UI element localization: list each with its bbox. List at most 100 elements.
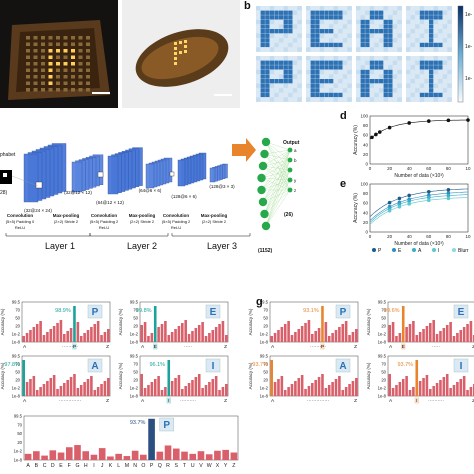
- y-tick: 1e-8: [260, 340, 269, 345]
- heatmap-pixel: [406, 19, 411, 25]
- heatmap-pixel: [424, 92, 429, 98]
- heatmap-pixel: [356, 79, 361, 84]
- heatmap-pixel: [324, 92, 329, 98]
- heatmap-pixel: [383, 10, 388, 15]
- heatmap-pixel: [329, 88, 334, 93]
- led-pixel: [41, 55, 45, 59]
- heatmap-pixel: [260, 88, 265, 93]
- heatmap-pixel: [360, 42, 365, 48]
- bar: [65, 447, 73, 460]
- heatmap-pixel: [369, 79, 375, 84]
- led-pixel: [86, 81, 90, 85]
- heatmap-pixel: [265, 19, 270, 25]
- heatmap-pixel: [360, 38, 365, 43]
- heatmap-pixel: [429, 24, 434, 29]
- heatmap-pixel: [342, 69, 348, 75]
- heatmap-pixel: [260, 24, 265, 29]
- heatmap-pixel: [347, 38, 352, 43]
- fc-connection: [264, 159, 291, 215]
- led-pixel: [86, 49, 90, 53]
- heatmap-pixel: [369, 56, 375, 61]
- y-tick: 70: [15, 308, 20, 313]
- heatmap-pixel: [283, 83, 288, 88]
- heatmap-pixel: [338, 56, 343, 61]
- heatmap-pixel: [297, 42, 302, 48]
- heatmap-pixel: [388, 83, 393, 88]
- bar: [341, 324, 345, 342]
- bar: [59, 386, 63, 396]
- heatmap-pixel: [379, 88, 384, 93]
- bar: [214, 450, 221, 460]
- bar: [280, 327, 284, 342]
- heatmap-pixel: [288, 10, 293, 15]
- heatmap-pixel: [347, 74, 352, 79]
- device-photo-topview: [0, 0, 118, 108]
- heatmap-pixel: [438, 38, 443, 43]
- heatmap-pixel: [265, 29, 270, 34]
- heatmap-pixel: [292, 79, 298, 84]
- fit-curve: [369, 119, 469, 140]
- heatmap-pixel: [356, 92, 361, 98]
- bar: [143, 322, 147, 342]
- op-params: (2×2) Stride 2: [130, 219, 155, 224]
- heatmap-pixel: [292, 92, 298, 98]
- x-tick-target: I: [168, 398, 169, 404]
- panel-label-g: g: [256, 296, 263, 308]
- led-pixel: [33, 81, 38, 85]
- heatmap-pixel: [392, 33, 398, 38]
- heatmap-pixel: [324, 6, 329, 11]
- plot-frame: [369, 115, 469, 165]
- op-params: (2×2) Stride 2: [54, 219, 79, 224]
- heatmap-pixel: [274, 10, 279, 15]
- heatmap-pixel: [269, 6, 275, 11]
- fc-connection: [265, 189, 291, 227]
- led-pixel: [56, 55, 60, 59]
- heatmap-pixel: [369, 29, 375, 34]
- led-pixel: [63, 81, 68, 85]
- bar: [63, 383, 66, 396]
- feature-map-size: (128@6 × 6): [171, 194, 197, 199]
- x-tick: 60: [426, 166, 432, 171]
- heatmap-pixel: [310, 24, 315, 29]
- heatmap-pixel: [392, 10, 398, 15]
- bar: [83, 333, 86, 342]
- bar: [317, 328, 321, 342]
- bar: [204, 385, 208, 396]
- data-point: [407, 202, 411, 206]
- heatmap-pixel: [429, 97, 434, 102]
- heatmap-pixel: [429, 6, 434, 11]
- y-tick: 70: [263, 362, 268, 367]
- heatmap-pixel: [410, 74, 415, 79]
- bar: [35, 324, 39, 342]
- heatmap-pixel: [438, 69, 443, 75]
- heatmap-pixel: [415, 15, 420, 20]
- bar: [204, 336, 208, 342]
- heatmap-pixel: [306, 29, 311, 34]
- x-tick: 40: [407, 166, 413, 171]
- heatmap-pixel: [292, 24, 298, 29]
- output-title: Output: [283, 140, 300, 146]
- heatmap-pixel: [324, 83, 329, 88]
- fc-connection: [264, 153, 291, 191]
- bar: [177, 326, 181, 342]
- bar: [76, 322, 80, 342]
- heatmap-pixel: [365, 38, 370, 43]
- heatmap-pixel: [347, 69, 352, 75]
- heatmap-pixel: [292, 69, 298, 75]
- input-neuron: [261, 137, 271, 147]
- heatmap-pixel: [329, 24, 334, 29]
- heatmap-pixel: [392, 88, 398, 93]
- bar: [66, 331, 69, 342]
- heatmap-pixel: [306, 88, 311, 93]
- heatmap-pixel: [338, 88, 343, 93]
- heatmap-pixel: [269, 47, 275, 52]
- heatmap-pixel: [365, 83, 370, 88]
- bar: [201, 388, 204, 396]
- heatmap-pixel: [415, 83, 420, 88]
- led-pixel: [86, 55, 90, 59]
- heatmap-pixel: [397, 74, 402, 79]
- letter-badge-text: A: [339, 361, 346, 372]
- heatmap-pixel: [265, 74, 270, 79]
- bar: [42, 335, 46, 342]
- bar: [283, 324, 287, 342]
